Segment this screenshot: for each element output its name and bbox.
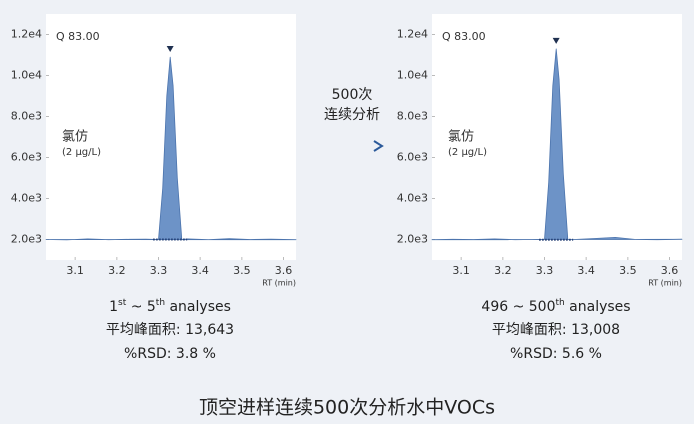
arrow-head (373, 140, 384, 152)
y-tick-label: 6.0e3 (397, 151, 428, 164)
peak-marker (166, 46, 174, 53)
caption-part: analyses (565, 299, 631, 315)
concentration: (2 μg/L) (62, 147, 101, 158)
arrow-label: 500次 (332, 87, 373, 103)
peak-marker (552, 37, 560, 44)
y-tick-label: 2.0e3 (11, 233, 42, 246)
figure-title: 顶空进样连续500次分析水中VOCs (199, 397, 495, 419)
chromatogram (45, 56, 297, 241)
x-tick-label: 3.6 (275, 264, 293, 277)
x-tick-label: 3.4 (577, 264, 595, 277)
x-tick-label: 3.6 (661, 264, 679, 277)
caption-part: ~ 5 (126, 299, 156, 315)
compound-name: 氯仿 (448, 130, 474, 145)
y-tick-label: 1.0e4 (397, 69, 428, 82)
x-tick-label: 3.3 (150, 264, 168, 277)
caption-runs: 1st ~ 5th analyses (109, 298, 231, 316)
y-tick-label: 2.0e3 (397, 233, 428, 246)
concentration: (2 μg/L) (448, 147, 487, 158)
x-tick-label: 3.1 (452, 264, 470, 277)
y-tick-label: 6.0e3 (11, 151, 42, 164)
caption-part: st (118, 298, 127, 308)
caption-runs: 496 ~ 500th analyses (481, 298, 630, 316)
caption-rsd: %RSD: 5.6 % (510, 346, 602, 362)
x-tick-label: 3.5 (233, 264, 251, 277)
y-tick-label: 1.0e4 (11, 69, 42, 82)
caption-area: 平均峰面积: 13,008 (492, 322, 620, 338)
x-axis-label: RT (min) (262, 279, 296, 288)
y-tick-label: 4.0e3 (11, 192, 42, 205)
caption-area: 平均峰面积: 13,643 (106, 322, 234, 338)
caption-part: th (555, 298, 564, 308)
arrow-label: 连续分析 (324, 106, 380, 123)
y-tick-label: 1.2e4 (11, 28, 42, 41)
x-tick-label: 3.3 (536, 264, 554, 277)
y-tick-label: 4.0e3 (397, 192, 428, 205)
caption-rsd: %RSD: 3.8 % (124, 346, 216, 362)
caption-part: th (156, 298, 165, 308)
y-tick-label: 8.0e3 (11, 110, 42, 123)
caption-part: 1 (109, 299, 118, 315)
compound-name: 氯仿 (62, 130, 88, 145)
x-tick-label: 3.2 (494, 264, 512, 277)
x-tick-label: 3.2 (108, 264, 126, 277)
x-tick-label: 3.1 (66, 264, 84, 277)
caption-part: analyses (165, 299, 231, 315)
caption-part: 496 ~ 500 (481, 299, 555, 315)
x-axis-label: RT (min) (648, 279, 682, 288)
y-tick-label: 8.0e3 (397, 110, 428, 123)
chromatogram (431, 48, 683, 241)
x-tick-label: 3.5 (619, 264, 637, 277)
ion-label: Q 83.00 (56, 30, 100, 43)
ion-label: Q 83.00 (442, 30, 486, 43)
x-tick-label: 3.4 (191, 264, 209, 277)
y-tick-label: 1.2e4 (397, 28, 428, 41)
